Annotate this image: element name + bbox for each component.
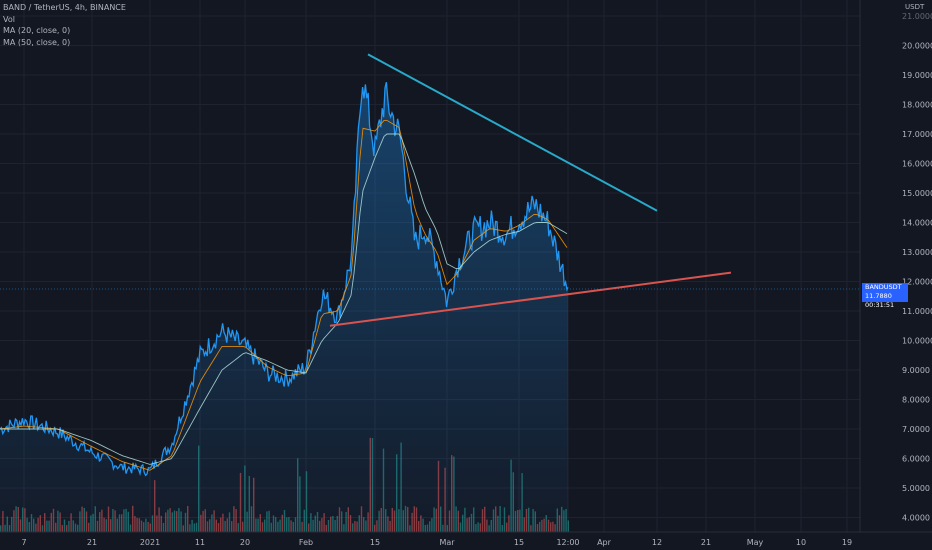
last-price-countdown: 00:31:51 — [865, 301, 895, 309]
price-tick-label: 20.0000 — [902, 42, 932, 51]
ma50-line[interactable] — [0, 133, 568, 465]
price-axis-panel — [860, 0, 932, 532]
trendlines[interactable] — [329, 53, 732, 327]
price-tick-label: 8.0000 — [902, 396, 930, 405]
last-price-symbol: BANDUSDT — [865, 283, 902, 291]
indicator-vol[interactable]: Vol — [3, 14, 15, 24]
price-unit: USDT — [905, 3, 925, 11]
time-tick-label: 12:00 — [556, 538, 579, 547]
price-area-fill — [0, 82, 568, 532]
time-tick-label: 12 — [652, 538, 662, 547]
time-tick-label: 15 — [370, 538, 380, 547]
time-tick-label: 11 — [195, 538, 205, 547]
time-tick-label: 10 — [796, 538, 806, 547]
price-tick-label: 5.0000 — [902, 484, 930, 493]
time-tick-label: 21 — [87, 538, 97, 547]
support-trendline[interactable] — [329, 271, 732, 327]
last-price-value: 11.7880 — [865, 292, 892, 300]
price-tick-label: 21.0000 — [902, 12, 932, 21]
price-tick-label: 15.0000 — [902, 189, 932, 198]
last-price-badge: BANDUSDT 11.7880 00:31:51 — [862, 283, 908, 309]
price-tick-label: 16.0000 — [902, 160, 932, 169]
volume-bar — [567, 520, 569, 532]
price-tick-label: 19.0000 — [902, 71, 932, 80]
indicator-ma20[interactable]: MA (20, close, 0) — [3, 26, 71, 35]
price-line[interactable] — [0, 82, 569, 477]
time-axis[interactable]: 7 21 2021 11 20 Feb 15 Mar 15 12:00 Apr 12 21 May 10 19 — [21, 538, 852, 547]
price-tick-label: 7.0000 — [902, 425, 930, 434]
resistance-trendline[interactable] — [367, 53, 658, 212]
price-tick-label: 10.0000 — [902, 337, 932, 346]
time-tick-label: 20 — [240, 538, 250, 547]
price-tick-label: 4.0000 — [902, 514, 930, 523]
price-tick-label: 17.0000 — [902, 130, 932, 139]
time-tick-label: 7 — [21, 538, 26, 547]
time-tick-label: 15 — [514, 538, 524, 547]
time-tick-label: Mar — [439, 538, 455, 547]
price-tick-label: 18.0000 — [902, 101, 932, 110]
chart-legend: BAND / TetherUS, 4h, BINANCE Vol MA (20,… — [3, 2, 126, 48]
price-area — [0, 82, 569, 532]
moving-averages — [0, 119, 568, 471]
price-tick-label: 12.0000 — [902, 278, 932, 287]
price-tick-label: 6.0000 — [902, 455, 930, 464]
time-tick-label: 2021 — [140, 538, 160, 547]
time-tick-label: 21 — [701, 538, 711, 547]
time-tick-label: Apr — [597, 538, 612, 547]
price-tick-label: 13.0000 — [902, 248, 932, 257]
time-tick-label: May — [747, 538, 764, 547]
price-tick-label: 11.0000 — [902, 307, 932, 316]
price-axis[interactable]: 20.0000 19.0000 18.0000 17.0000 16.0000 15.00… — [902, 12, 932, 523]
price-tick-label: 9.0000 — [902, 366, 930, 375]
price-tick-label: 14.0000 — [902, 219, 932, 228]
time-tick-label: Feb — [299, 538, 313, 547]
ma20-line[interactable] — [0, 119, 568, 471]
indicator-ma50[interactable]: MA (50, close, 0) — [3, 37, 71, 47]
time-tick-label: 19 — [842, 538, 852, 547]
symbol-title[interactable]: BAND / TetherUS, 4h, BINANCE — [3, 3, 126, 12]
